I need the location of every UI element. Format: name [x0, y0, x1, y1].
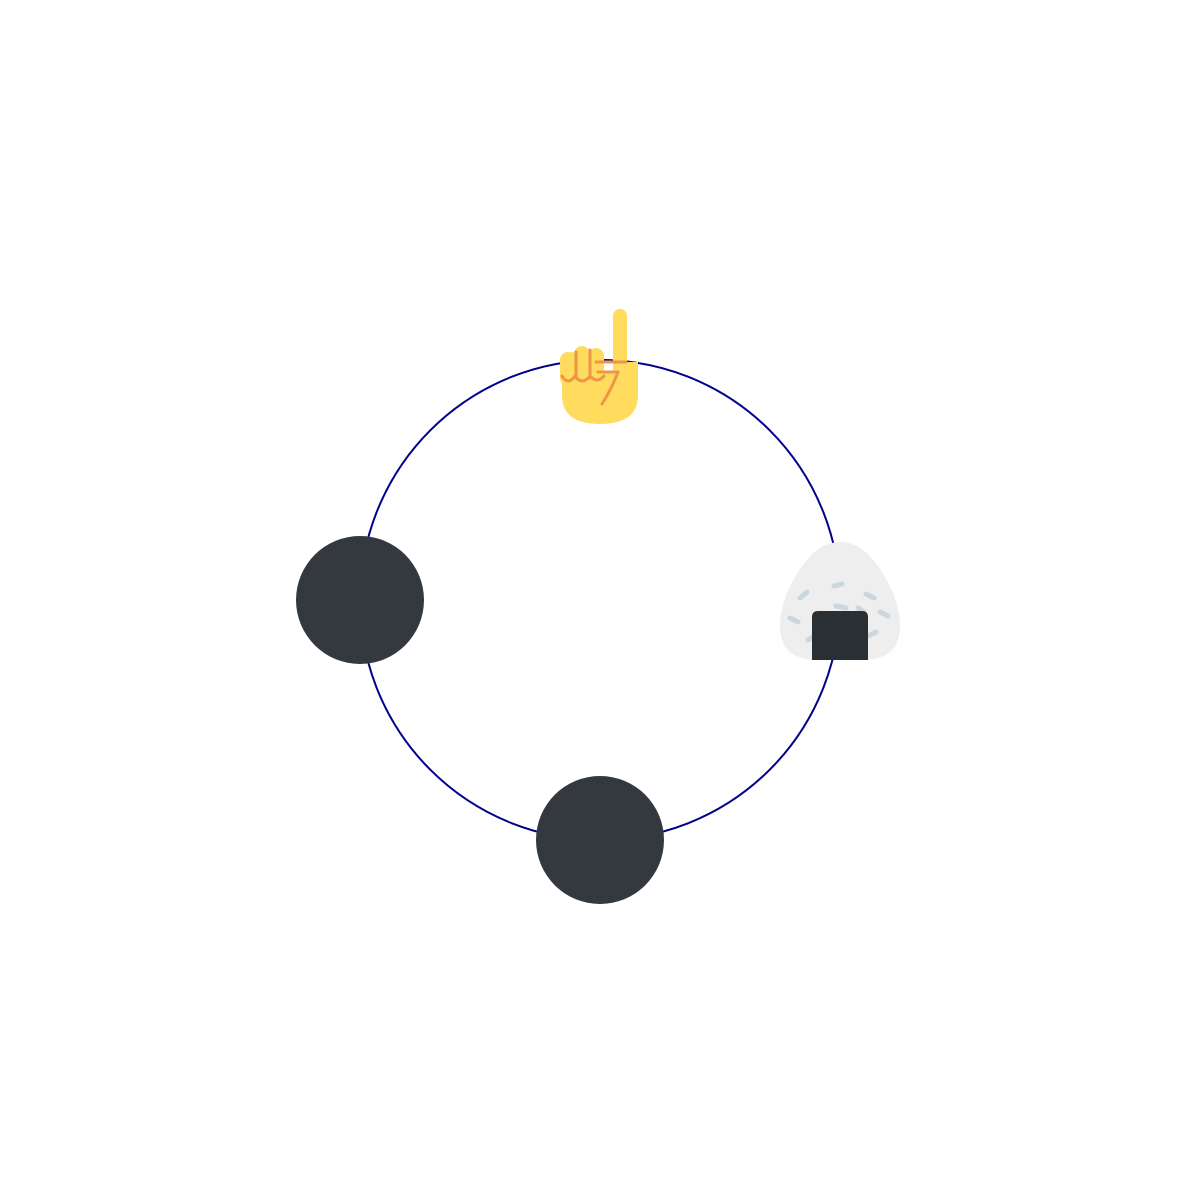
rice-ball-icon — [780, 542, 900, 660]
node-bottom-dark-circle — [536, 776, 664, 904]
cycle-ring — [359, 359, 841, 841]
node-left-dark-circle — [296, 536, 424, 664]
index-pointing-up-icon — [560, 309, 638, 424]
